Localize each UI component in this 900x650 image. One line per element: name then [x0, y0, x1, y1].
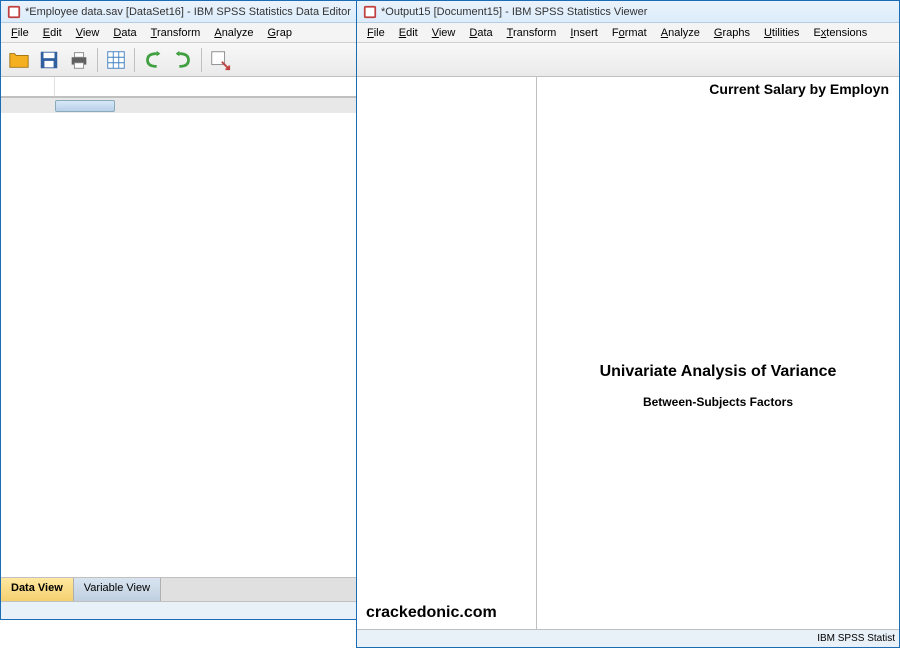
data-editor-menu: FileEditViewDataTransformAnalyzeGrap [1, 23, 359, 43]
tab-variable-view[interactable]: Variable View [74, 578, 161, 601]
toolbar-print-button[interactable] [65, 46, 93, 74]
viewer-title: *Output15 [Document15] - IBM SPSS Statis… [381, 6, 647, 18]
output-pane[interactable]: Current Salary by Employn Univariate Ana… [537, 77, 899, 629]
viewer-title-bar[interactable]: *Output15 [Document15] - IBM SPSS Statis… [357, 1, 899, 23]
menu-data[interactable]: Data [107, 25, 142, 41]
toolbar-redo-button[interactable] [169, 46, 197, 74]
filter-bar [1, 77, 359, 97]
viewer-status: IBM SPSS Statist [357, 629, 899, 647]
menu-transform[interactable]: Transform [145, 25, 207, 41]
menu-edit[interactable]: Edit [393, 25, 424, 41]
watermark-text: crackedonic.com [366, 604, 497, 622]
data-editor-title: *Employee data.sav [DataSet16] - IBM SPS… [25, 6, 351, 18]
tab-data-view[interactable]: Data View [1, 578, 74, 601]
toolbar-open-button[interactable] [5, 46, 33, 74]
toolbar-save-button[interactable] [35, 46, 63, 74]
menu-extensions[interactable]: Extensions [807, 25, 873, 41]
menu-grap[interactable]: Grap [261, 25, 297, 41]
scrollbar-thumb[interactable] [55, 100, 115, 112]
data-editor-window: *Employee data.sav [DataSet16] - IBM SPS… [0, 0, 360, 620]
menu-format[interactable]: Format [606, 25, 653, 41]
menu-file[interactable]: File [361, 25, 391, 41]
chart-title: Current Salary by Employn [547, 81, 889, 97]
viewer-toolbar [357, 43, 899, 77]
data-editor-toolbar [1, 43, 359, 77]
outline-pane[interactable] [357, 77, 537, 629]
viewer-content: Current Salary by Employn Univariate Ana… [357, 77, 899, 629]
menu-analyze[interactable]: Analyze [655, 25, 706, 41]
toolbar-recall-button[interactable] [102, 46, 130, 74]
menu-utilities[interactable]: Utilities [758, 25, 805, 41]
menu-analyze[interactable]: Analyze [208, 25, 259, 41]
data-editor-status [1, 601, 359, 619]
table-title: Between-Subjects Factors [547, 395, 889, 409]
toolbar-goto-button[interactable] [206, 46, 234, 74]
viewer-window: *Output15 [Document15] - IBM SPSS Statis… [356, 0, 900, 648]
menu-view[interactable]: View [426, 25, 462, 41]
pie-chart [547, 103, 889, 343]
menu-data[interactable]: Data [463, 25, 498, 41]
horizontal-scrollbar[interactable] [1, 97, 359, 113]
viewer-menu: FileEditViewDataTransformInsertFormatAna… [357, 23, 899, 43]
toolbar-undo-button[interactable] [139, 46, 167, 74]
menu-edit[interactable]: Edit [37, 25, 68, 41]
menu-transform[interactable]: Transform [501, 25, 563, 41]
view-tabs: Data View Variable View [1, 577, 359, 601]
section-title: Univariate Analysis of Variance [547, 363, 889, 381]
data-editor-title-bar[interactable]: *Employee data.sav [DataSet16] - IBM SPS… [1, 1, 359, 23]
menu-insert[interactable]: Insert [564, 25, 604, 41]
status-text: IBM SPSS Statist [817, 633, 895, 644]
menu-view[interactable]: View [70, 25, 106, 41]
menu-file[interactable]: File [5, 25, 35, 41]
spss-icon [7, 5, 21, 19]
pie-svg [568, 103, 868, 339]
spss-icon [363, 5, 377, 19]
menu-graphs[interactable]: Graphs [708, 25, 756, 41]
data-grid-area [1, 77, 359, 577]
